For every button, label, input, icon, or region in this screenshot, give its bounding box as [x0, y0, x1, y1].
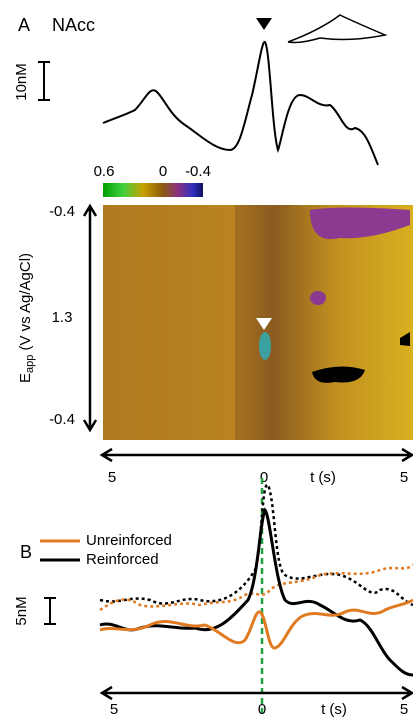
x-tick-label: 5: [400, 469, 408, 486]
color-blob: [312, 366, 365, 383]
x-tick-label: 5: [110, 701, 118, 718]
scale-bar: [38, 61, 50, 101]
x-axis-label: t (s): [321, 701, 347, 718]
stim-marker: [256, 318, 272, 330]
legend-label: Unreinforced: [86, 532, 172, 549]
y-tick-label: -0.4: [49, 203, 75, 220]
scale-bar-label: 10nM: [13, 63, 30, 101]
color-blob: [259, 332, 271, 360]
x-tick-label: 5: [108, 469, 116, 486]
y-axis-label: Eapp (V vs Ag/AgCl): [17, 253, 36, 383]
colorbar: [103, 183, 203, 197]
x-tick-label: 0: [258, 701, 266, 718]
x-arrow: [99, 685, 413, 701]
y-arrow: [82, 203, 98, 433]
panel-label: B: [20, 542, 32, 562]
scale-bar: [44, 597, 56, 625]
y-tick-label: -0.4: [49, 411, 75, 428]
colorbar-tick: 0.6: [94, 163, 115, 180]
colorbar-tick: 0: [159, 163, 167, 180]
color-blob: [400, 332, 410, 346]
x-tick-label: 0: [260, 469, 268, 486]
unreinforced-trace: [99, 598, 413, 650]
region-label: NAcc: [52, 15, 95, 35]
colorbar-tick: -0.4: [185, 163, 211, 180]
da-trace: [102, 40, 379, 166]
reinforced-trace: [99, 507, 413, 677]
unreinforced-avg-dotted: [99, 563, 413, 612]
x-tick-label: 5: [400, 701, 408, 718]
x-axis-label: t (s): [310, 469, 336, 486]
legend-label: Reinforced: [86, 551, 159, 568]
cv-inset: [287, 14, 388, 44]
scale-bar-label: 5nM: [13, 596, 30, 625]
x-arrow: [99, 447, 413, 463]
panel-label: A: [18, 15, 30, 35]
color-blob: [310, 291, 326, 305]
y-tick-label: 1.3: [52, 309, 73, 326]
stim-marker: [256, 18, 272, 30]
color-blob: [310, 207, 410, 240]
